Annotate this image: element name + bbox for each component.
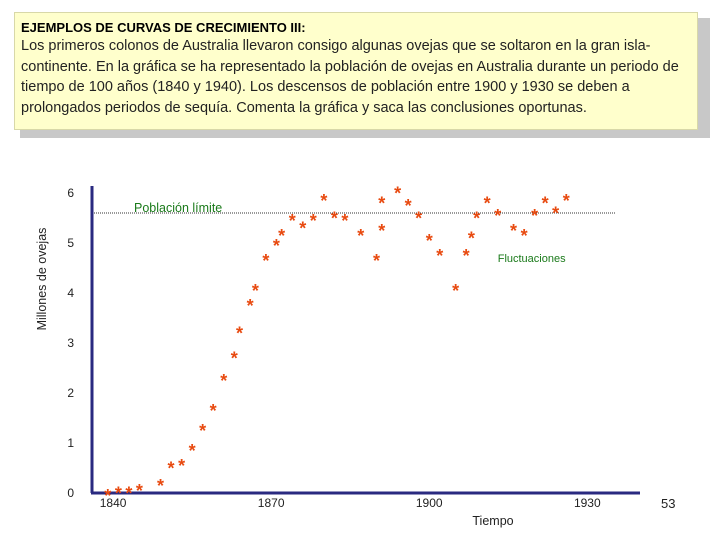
data-point: * (405, 196, 412, 216)
data-point: * (394, 184, 401, 204)
y-tick-label: 2 (67, 386, 74, 400)
data-point: * (436, 246, 443, 266)
data-point: * (236, 324, 243, 344)
data-point: * (189, 441, 196, 461)
y-tick-label: 6 (67, 186, 74, 200)
data-point: * (247, 296, 254, 316)
annotation-label: Fluctuaciones (498, 253, 566, 265)
data-point: * (125, 484, 132, 504)
data-point: * (278, 226, 285, 246)
data-point: * (289, 211, 296, 231)
data-point: * (452, 281, 459, 301)
data-point: * (341, 211, 348, 231)
y-tick-label: 0 (67, 486, 74, 500)
data-point: * (473, 209, 480, 229)
data-point: * (231, 349, 238, 369)
data-point: * (494, 206, 501, 226)
data-point: * (136, 481, 143, 501)
data-point: * (484, 194, 491, 214)
data-point: * (199, 421, 206, 441)
data-point: * (521, 226, 528, 246)
data-point: * (252, 281, 259, 301)
data-point: * (115, 484, 122, 504)
data-point: * (273, 236, 280, 256)
data-point: * (542, 194, 549, 214)
data-point: * (310, 211, 317, 231)
instruction-box: EJEMPLOS DE CURVAS DE CRECIMIENTO III: L… (14, 12, 698, 130)
data-point: * (262, 251, 269, 271)
limit-line-label: Población límite (134, 201, 222, 215)
data-point: * (104, 486, 111, 506)
data-point: * (378, 221, 385, 241)
data-point: * (531, 206, 538, 226)
slide-body-text: Los primeros colonos de Australia llevar… (21, 38, 679, 116)
x-axis-label: Tiempo (472, 514, 513, 528)
data-point: * (468, 229, 475, 249)
data-point: * (552, 204, 559, 224)
data-point: * (373, 251, 380, 271)
x-tick-label: 1930 (574, 496, 601, 510)
data-point: * (463, 246, 470, 266)
data-point: * (168, 459, 175, 479)
data-point: * (378, 194, 385, 214)
data-point: * (220, 371, 227, 391)
x-tick-label: 1840 (100, 496, 127, 510)
data-point: * (320, 191, 327, 211)
x-tick-label: 1900 (416, 496, 443, 510)
data-point: * (157, 476, 164, 496)
y-tick-label: 4 (67, 286, 74, 300)
data-point: * (510, 221, 517, 241)
data-point: * (563, 191, 570, 211)
data-point: * (426, 231, 433, 251)
slide-heading: EJEMPLOS DE CURVAS DE CRECIMIENTO III: (21, 20, 306, 35)
page-number: 53 (661, 496, 676, 511)
y-tick-label: 1 (67, 436, 74, 450)
data-point: * (299, 219, 306, 239)
data-point: * (178, 456, 185, 476)
y-axis-label: Millones de ovejas (35, 228, 49, 331)
data-point: * (210, 401, 217, 421)
data-point: * (331, 209, 338, 229)
data-point: * (415, 209, 422, 229)
y-tick-label: 3 (67, 336, 74, 350)
x-tick-label: 1870 (258, 496, 285, 510)
data-point: * (357, 226, 364, 246)
y-tick-label: 5 (67, 236, 74, 250)
